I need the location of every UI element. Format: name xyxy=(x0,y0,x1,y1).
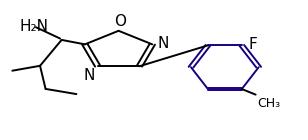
Text: F: F xyxy=(249,37,257,52)
Text: N: N xyxy=(158,36,169,51)
Text: N: N xyxy=(84,68,95,83)
Text: O: O xyxy=(114,14,126,29)
Text: CH₃: CH₃ xyxy=(257,97,280,110)
Text: H₂N: H₂N xyxy=(19,19,48,34)
